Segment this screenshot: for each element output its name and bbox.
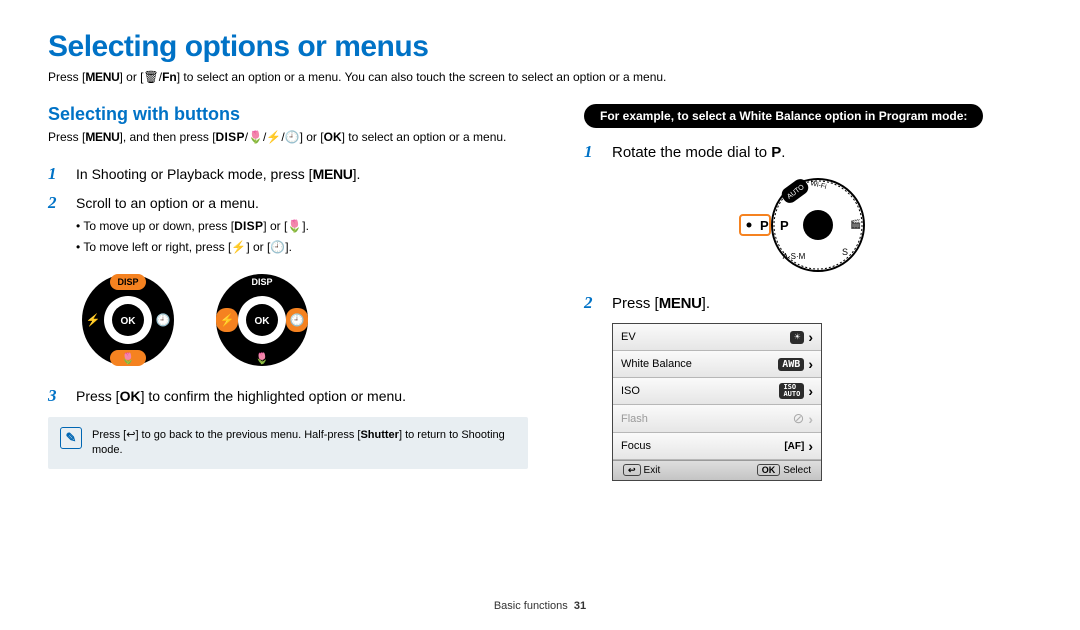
menu-label: ISO — [621, 385, 640, 397]
note-icon: ✎ — [60, 427, 82, 449]
page-title: Selecting options or menus — [48, 30, 1032, 64]
menu-row-wb[interactable]: White Balance AWB› — [613, 351, 821, 378]
step-number: 1 — [584, 142, 598, 162]
svg-text:⚡: ⚡ — [86, 313, 101, 327]
svg-text:DISP: DISP — [251, 277, 272, 287]
svg-text:S: S — [842, 247, 848, 257]
section-intro: Press [MENU], and then press [DISP/🌷/⚡/🕘… — [48, 129, 528, 146]
camera-menu-panel: EV ☀› White Balance AWB› ISO ISOAUTO› Fl… — [612, 323, 822, 481]
menu-label: White Balance — [621, 358, 692, 370]
right-column: For example, to select a White Balance o… — [584, 104, 1032, 481]
step-number: 3 — [48, 386, 62, 406]
step-text: Scroll to an option or a menu. To move u… — [76, 193, 528, 256]
menu-label: Focus — [621, 440, 651, 452]
svg-text:P: P — [780, 218, 789, 233]
step-sub: To move up or down, press [DISP] or [🌷]. — [76, 217, 528, 235]
note-text: Press [↩] to go back to the previous men… — [92, 423, 516, 459]
svg-text:DISP: DISP — [117, 277, 138, 287]
menu-row-flash: Flash ⊘› — [613, 405, 821, 433]
step-number: 1 — [48, 164, 62, 184]
svg-text:🕘: 🕘 — [290, 313, 305, 327]
svg-text:A·S·M: A·S·M — [783, 252, 806, 261]
svg-text:🎬: 🎬 — [850, 218, 861, 229]
chevron-right-icon: › — [808, 411, 813, 427]
step-sub: To move left or right, press [⚡] or [🕘]. — [76, 238, 528, 256]
menu-label: Flash — [621, 413, 648, 425]
chevron-right-icon: › — [808, 383, 813, 399]
svg-text:🌷: 🌷 — [121, 352, 135, 365]
svg-text:OK: OK — [121, 316, 137, 327]
chevron-right-icon: › — [808, 329, 813, 345]
svg-text:🕘: 🕘 — [156, 313, 171, 327]
step-number: 2 — [48, 193, 62, 213]
ok-button[interactable]: OK — [757, 464, 781, 476]
menu-row-iso[interactable]: ISO ISOAUTO› — [613, 378, 821, 405]
menu-label: EV — [621, 331, 636, 343]
menu-row-focus[interactable]: Focus [AF]› — [613, 433, 821, 460]
step-number: 2 — [584, 293, 598, 313]
svg-text:OK: OK — [255, 316, 271, 327]
svg-text:🌷: 🌷 — [255, 352, 269, 365]
example-banner: For example, to select a White Balance o… — [584, 104, 983, 128]
nav-diagrams: OK DISP 🌷 ⚡ 🕘 OK DISP 🌷 ⚡ 🕘 — [76, 268, 528, 372]
nav-wheel-horizontal: OK DISP 🌷 ⚡ 🕘 — [210, 268, 314, 372]
page-footer: Basic functions 31 — [0, 600, 1080, 612]
note-box: ✎ Press [↩] to go back to the previous m… — [48, 417, 528, 469]
nav-wheel-vertical: OK DISP 🌷 ⚡ 🕘 — [76, 268, 180, 372]
mode-dial: Wi-Fi AUTO AUTO A·S·M S 🎬 P P — [738, 173, 878, 277]
back-icon[interactable]: ↩ — [623, 464, 641, 476]
step-text: Rotate the mode dial to P. — [612, 142, 1032, 165]
menu-row-ev[interactable]: EV ☀› — [613, 324, 821, 351]
menu-footer: ↩Exit OKSelect — [613, 460, 821, 480]
step-text: Press [OK] to confirm the highlighted op… — [76, 386, 528, 407]
chevron-right-icon: › — [808, 438, 813, 454]
page-intro: Press [MENU] or [🗑/Fn] to select an opti… — [48, 70, 1032, 84]
svg-text:⚡: ⚡ — [220, 313, 235, 327]
svg-text:P: P — [760, 218, 769, 233]
step-text: In Shooting or Playback mode, press [MEN… — [76, 164, 528, 185]
step-text: Press [MENU]. — [612, 293, 1032, 316]
left-column: Selecting with buttons Press [MENU], and… — [48, 104, 528, 481]
chevron-right-icon: › — [808, 356, 813, 372]
section-title: Selecting with buttons — [48, 104, 528, 125]
